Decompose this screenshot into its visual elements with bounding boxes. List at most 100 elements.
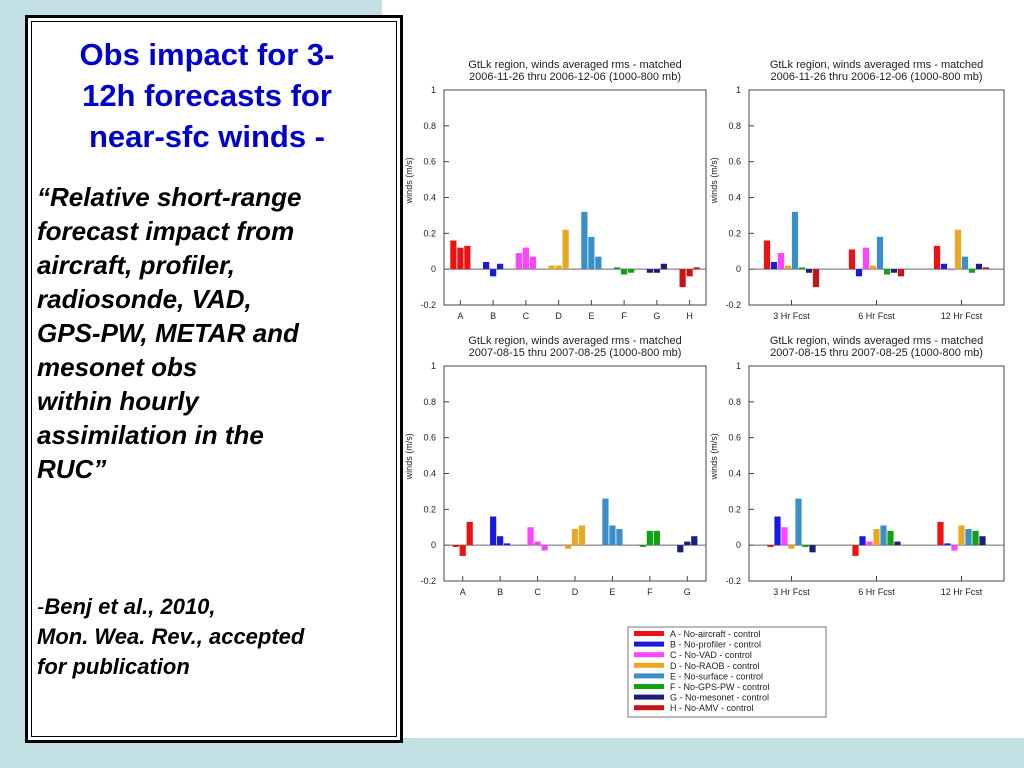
- y-tick-label: 0: [736, 264, 741, 274]
- bar: [616, 529, 623, 546]
- bar: [763, 240, 771, 270]
- legend-swatch: [634, 662, 664, 668]
- chart-title: GtLk region, winds averaged rms - matche…: [770, 335, 983, 347]
- citation-line: -Benj et al., 2010,: [37, 592, 397, 622]
- bar: [555, 265, 562, 270]
- legend-label: E - No-surface - control: [670, 671, 763, 681]
- chart-subtitle: 2006-11-26 thru 2006-12-06 (1000-800 mb): [771, 71, 983, 83]
- bottom-background-strip: [382, 738, 1024, 768]
- bar: [809, 545, 816, 553]
- legend-swatch: [634, 705, 664, 711]
- bar: [515, 253, 522, 270]
- bar: [880, 525, 887, 546]
- legend-swatch: [634, 694, 664, 700]
- x-tick-label: G: [653, 311, 660, 321]
- legend-label: B - No-profiler - control: [670, 640, 761, 650]
- slide-title-line: 12h forecasts for: [82, 78, 332, 113]
- x-tick-label: 6 Hr Fcst: [858, 587, 895, 597]
- x-tick-label: 3 Hr Fcst: [773, 587, 810, 597]
- bar: [897, 269, 905, 277]
- bar: [859, 536, 866, 546]
- bar: [564, 545, 572, 549]
- bar: [602, 498, 609, 546]
- chart-frame: [443, 365, 707, 582]
- quote-line: RUC”: [37, 454, 107, 484]
- y-axis-label: winds (m/s): [709, 433, 719, 480]
- bar: [770, 262, 778, 270]
- bar: [684, 541, 691, 546]
- bar: [940, 263, 948, 270]
- bar: [457, 247, 464, 270]
- y-tick-label: 0: [736, 540, 741, 550]
- citation: -Benj et al., 2010, Mon. Wea. Rev., acce…: [37, 592, 397, 682]
- bar: [541, 545, 548, 551]
- bar: [873, 529, 880, 546]
- quote-line: mesonet obs: [37, 352, 198, 382]
- x-tick-label: 6 Hr Fcst: [858, 311, 895, 321]
- bar: [933, 245, 941, 270]
- y-tick-label: 0.4: [728, 469, 741, 479]
- bar: [452, 545, 459, 547]
- bar: [883, 269, 891, 275]
- chart-subtitle: 2006-11-26 thru 2006-12-06 (1000-800 mb): [469, 71, 681, 83]
- quote-line: GPS-PW, METAR and: [37, 318, 299, 348]
- bar: [621, 269, 628, 275]
- bar: [876, 236, 884, 270]
- bar: [450, 240, 457, 270]
- legend-label: A - No-aircraft - control: [670, 629, 761, 639]
- bar: [548, 265, 555, 270]
- y-tick-label: -0.2: [420, 576, 436, 586]
- bar: [791, 211, 799, 270]
- bar: [504, 543, 511, 546]
- bar: [869, 265, 877, 270]
- bar: [947, 269, 955, 271]
- x-tick-label: F: [621, 311, 627, 321]
- bar: [562, 229, 569, 270]
- bar: [660, 263, 667, 270]
- bar: [951, 545, 958, 551]
- y-tick-label: 0.2: [423, 228, 436, 238]
- x-tick-label: B: [497, 587, 503, 597]
- bar: [522, 247, 529, 270]
- legend-swatch: [634, 684, 664, 689]
- bar: [887, 530, 894, 546]
- bar: [784, 265, 792, 270]
- bar: [646, 530, 653, 546]
- bar: [578, 525, 586, 546]
- chart-subtitle: 2007-08-15 thru 2007-08-25 (1000-800 mb): [770, 347, 983, 359]
- bar: [459, 545, 466, 556]
- y-tick-label: 0.4: [728, 193, 741, 203]
- chart-title: GtLk region, winds averaged rms - matche…: [770, 59, 983, 71]
- bar: [679, 269, 686, 288]
- citation-line: Mon. Wea. Rev., accepted: [37, 624, 305, 649]
- y-tick-label: 0.6: [728, 433, 741, 443]
- citation-text: Benj et al., 2010,: [44, 594, 216, 619]
- bar: [965, 529, 972, 546]
- x-tick-label: E: [609, 587, 615, 597]
- x-tick-label: C: [534, 587, 541, 597]
- bar: [483, 262, 490, 270]
- y-tick-label: -0.2: [725, 576, 741, 586]
- chart-subtitle: 2007-08-15 thru 2007-08-25 (1000-800 mb): [469, 347, 682, 359]
- y-axis-label: winds (m/s): [404, 433, 414, 480]
- bar: [961, 256, 969, 270]
- legend-label: H - No-AMV - control: [670, 703, 754, 713]
- bar: [490, 269, 497, 277]
- y-tick-label: 1: [431, 85, 436, 95]
- bar: [653, 530, 660, 546]
- bar: [972, 530, 979, 546]
- bar: [890, 269, 898, 273]
- legend-swatch: [634, 631, 664, 636]
- bar: [686, 269, 693, 277]
- x-tick-label: B: [490, 311, 496, 321]
- y-axis-label: winds (m/s): [404, 157, 414, 204]
- slide-quote: “Relative short-range forecast impact fr…: [37, 180, 397, 486]
- slide-title: Obs impact for 3- 12h forecasts for near…: [34, 34, 380, 157]
- bar: [497, 536, 504, 546]
- charts-canvas: GtLk region, winds averaged rms - matche…: [404, 59, 1005, 718]
- chart-frame: [443, 89, 707, 306]
- bar: [588, 236, 595, 270]
- y-tick-label: 0.2: [423, 504, 436, 514]
- legend-label: C - No-VAD - control: [670, 650, 752, 660]
- bar: [954, 229, 962, 270]
